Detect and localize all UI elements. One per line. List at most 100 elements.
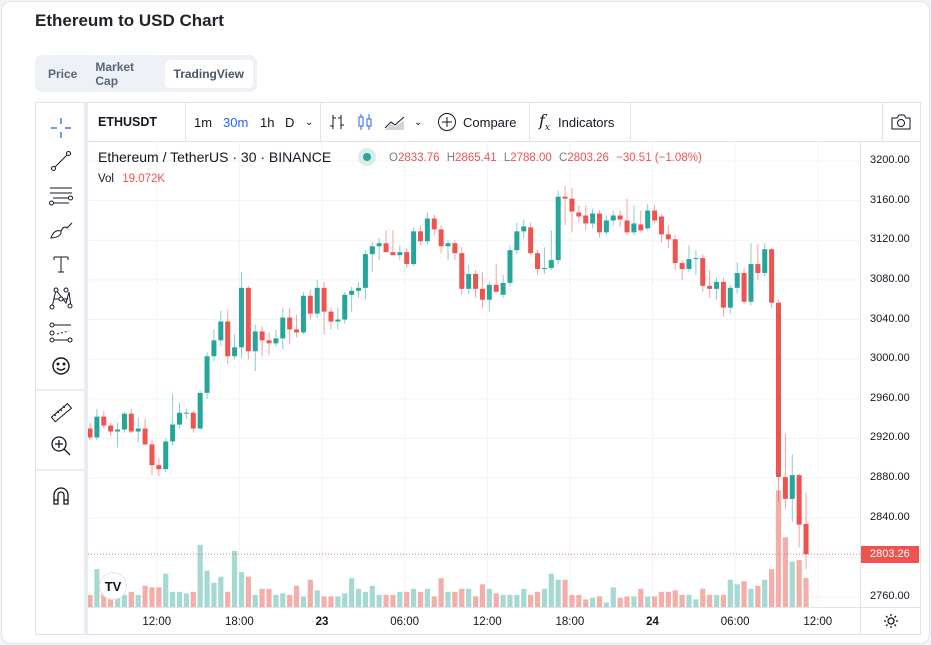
tab-market-cap[interactable]: Market Cap — [95, 59, 135, 88]
compare-button[interactable]: Compare — [437, 103, 516, 141]
candle-body — [149, 444, 155, 466]
interval-30m[interactable]: 30m — [223, 114, 249, 130]
candle-body — [411, 231, 417, 265]
candle-body — [762, 249, 768, 273]
volume-bar — [197, 544, 203, 607]
candle-body — [769, 249, 775, 303]
candle-body — [631, 223, 637, 233]
volume-bar — [190, 591, 196, 607]
candle-body — [294, 329, 300, 333]
candle-body — [452, 243, 458, 254]
candle-body — [679, 263, 685, 270]
volume-bar — [225, 591, 231, 607]
volume-bar — [342, 593, 348, 607]
volume-bar — [142, 585, 148, 607]
pattern-icon[interactable] — [48, 285, 74, 311]
brush-icon[interactable] — [48, 217, 74, 243]
volume-bar — [789, 561, 795, 607]
interval-d[interactable]: D — [285, 114, 295, 130]
interval-1m[interactable]: 1m — [194, 114, 213, 130]
candle-body — [183, 412, 189, 414]
volume-bar — [665, 591, 671, 607]
volume-bar — [383, 594, 389, 607]
volume-bar — [651, 596, 658, 607]
volume-bar — [424, 588, 430, 607]
candle-body — [473, 273, 479, 289]
candle-body — [541, 268, 547, 270]
tradingview-logo[interactable]: TV — [100, 573, 126, 599]
candle-body — [479, 288, 485, 300]
text-tool-icon[interactable] — [48, 251, 74, 277]
candle-body — [445, 243, 451, 247]
candle-body — [128, 413, 134, 432]
candle-body — [197, 392, 203, 429]
volume-bar — [328, 596, 334, 607]
candle-body — [610, 215, 616, 221]
candle-body — [356, 287, 362, 291]
low-value: 2788.00 — [510, 152, 552, 164]
toolbar-divider — [882, 103, 883, 141]
volume-bar — [624, 596, 630, 607]
symbol-search[interactable]: ETHUSDT — [98, 115, 158, 129]
volume-bar — [307, 579, 313, 607]
emoji-icon[interactable] — [48, 353, 74, 379]
candle-body — [177, 412, 183, 425]
interval-1h[interactable]: 1h — [260, 114, 275, 130]
volume-bar — [734, 584, 740, 607]
candle-body — [658, 216, 664, 235]
candle-body — [280, 317, 286, 339]
bars-style-icon[interactable] — [328, 103, 346, 141]
prediction-icon[interactable] — [48, 320, 74, 346]
zoom-in-icon[interactable] — [48, 433, 74, 459]
time-axis[interactable]: 12:00 18:00 23 06:00 12:00 18:00 24 06:00 12:00 — [88, 607, 860, 634]
candle-body — [170, 424, 176, 442]
candle-body — [665, 234, 671, 240]
chevron-down-icon[interactable]: ⌄ — [305, 116, 314, 128]
volume-bar — [300, 596, 307, 607]
volume-bar — [293, 585, 300, 607]
tab-tradingview[interactable]: TradingView — [164, 59, 253, 88]
candle-body — [307, 295, 313, 314]
volume-bar — [727, 579, 733, 607]
candle-body — [163, 441, 169, 470]
fib-lines-icon[interactable] — [48, 183, 74, 209]
view-tabs: Price Market Cap TradingView — [35, 55, 257, 92]
trend-line-icon[interactable] — [48, 148, 74, 174]
candle-body — [755, 264, 761, 273]
ruler-icon[interactable] — [48, 400, 74, 426]
volume-bar — [314, 590, 320, 607]
chevron-down-icon[interactable]: ⌄ — [414, 116, 423, 128]
market-status-icon[interactable] — [358, 148, 376, 166]
candle-body — [424, 218, 430, 242]
volume-bar — [94, 569, 100, 607]
price-chart[interactable] — [88, 141, 860, 607]
magnet-icon[interactable] — [48, 483, 74, 509]
candles-style-icon[interactable] — [356, 103, 374, 141]
crosshair-icon[interactable] — [48, 115, 74, 141]
candle-body — [190, 412, 196, 429]
time-tick-label: 23 — [315, 616, 329, 628]
camera-icon[interactable] — [890, 103, 912, 141]
price-axis[interactable]: 3200.00 3160.00 3120.00 3080.00 3040.00 3000.… — [860, 141, 920, 607]
candle-body — [776, 302, 781, 478]
settings-icon[interactable] — [860, 607, 920, 634]
volume-bar — [135, 594, 141, 607]
candle-body — [369, 246, 375, 255]
candle-body — [88, 428, 93, 438]
tab-price[interactable]: Price — [48, 66, 78, 81]
fx-icon: fx — [539, 110, 550, 134]
candle-body — [617, 215, 623, 220]
candle-body — [321, 287, 327, 312]
candle-body — [693, 258, 699, 260]
volume-bar — [452, 591, 458, 607]
candle-body — [238, 287, 244, 348]
volume-bar — [507, 594, 513, 607]
indicators-button[interactable]: fx Indicators — [539, 103, 614, 141]
volume-bar — [583, 599, 589, 607]
volume-bar — [645, 596, 651, 607]
volume-bar — [534, 591, 541, 607]
candle-body — [142, 428, 148, 445]
price-tick-label: 2920.00 — [870, 431, 910, 444]
area-style-icon[interactable] — [384, 103, 406, 141]
